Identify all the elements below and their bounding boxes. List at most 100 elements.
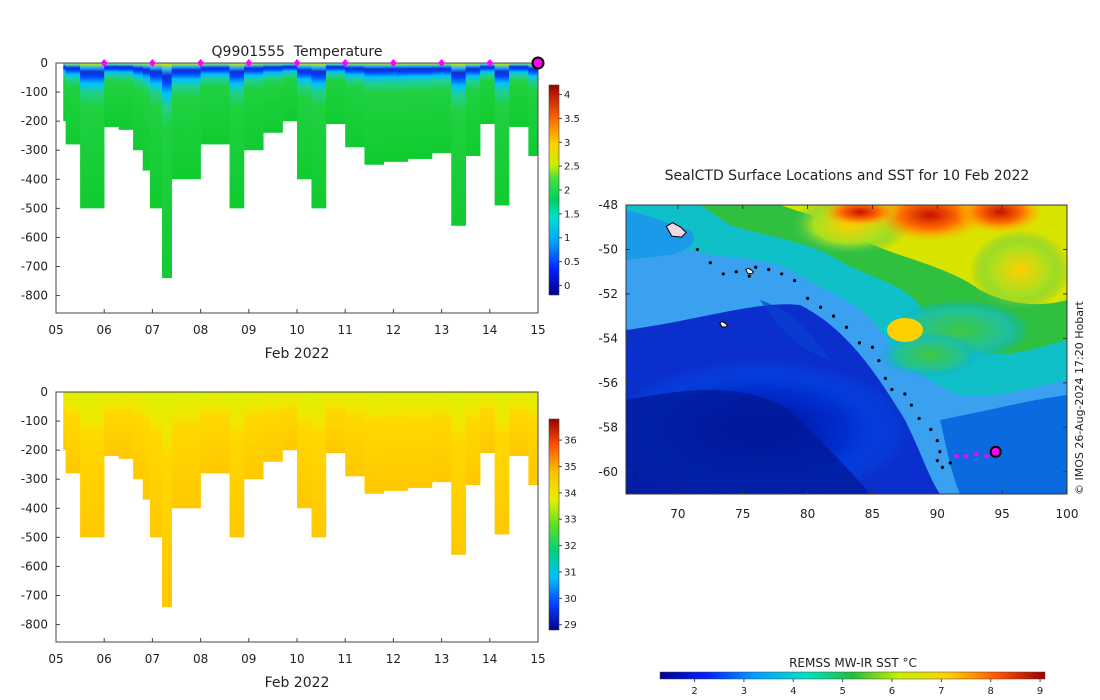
map-frame (625, 204, 1068, 495)
profile-column (65, 63, 81, 145)
temperature-y-axis: 0 -100 -200 -300 -400 -500 -600 -700 -800 (21, 56, 60, 303)
profile-column (243, 63, 264, 151)
profile-column (162, 63, 172, 279)
colorbar-tick-label: 32 (564, 541, 577, 552)
sst-field (626, 205, 1067, 494)
y-tick-label: 0 (40, 385, 48, 399)
profile-column (528, 392, 539, 486)
profile-column (407, 63, 433, 159)
surface-marker (486, 59, 494, 67)
map-title: SealCTD Surface Locations and SST for 10… (665, 168, 1030, 184)
lon-tick-label: 95 (995, 507, 1010, 521)
profile-column (345, 392, 365, 477)
x-tick-label: 12 (386, 323, 401, 337)
profile-column (215, 392, 230, 474)
x-tick-label: 12 (386, 652, 401, 666)
lon-tick-label: 90 (930, 507, 945, 521)
x-tick-label: 08 (193, 652, 208, 666)
colorbar-tick-label: 3.5 (564, 114, 580, 125)
y-tick-label: -600 (21, 230, 48, 244)
y-tick-label: -700 (21, 588, 48, 602)
sst-tick-label: 4 (790, 686, 796, 697)
profile-column (118, 63, 134, 130)
track-point (857, 341, 862, 345)
x-tick-label: 05 (48, 323, 63, 337)
profile-column (494, 63, 510, 206)
track-point (938, 450, 942, 454)
track-point (883, 376, 888, 380)
x-tick-label: 07 (145, 323, 160, 337)
colorbar-tick-label: 34 (564, 488, 577, 499)
profile-column (171, 63, 187, 180)
x-tick-label: 11 (338, 323, 353, 337)
lat-tick-label: -52 (598, 287, 618, 301)
salinity-y-axis: 0 -100 -200 -300 -400 -500 -600 -700 -800 (21, 385, 60, 632)
profile-column (200, 392, 216, 474)
track-point (780, 272, 784, 276)
track-point (805, 296, 810, 300)
profile-column (142, 63, 151, 171)
profile-column (118, 392, 134, 459)
lon-tick-label: 100 (1056, 507, 1079, 521)
surface-marker (341, 59, 349, 67)
temperature-title: Q9901555 Temperature (212, 44, 383, 60)
profile-column (243, 392, 264, 480)
profile-column (407, 392, 433, 488)
profile-column (282, 63, 298, 122)
y-tick-label: -100 (21, 414, 48, 428)
profile-column (80, 392, 105, 538)
track-point (767, 267, 771, 272)
surface-marker (197, 59, 205, 67)
track-point (909, 403, 913, 407)
y-tick-label: -500 (21, 530, 48, 544)
current-profile-marker (531, 56, 545, 70)
profile-column (364, 392, 385, 494)
profile-column (162, 392, 172, 608)
map-latitude-axis: -48 -50 -52 -54 -56 -58 -60 (598, 198, 1067, 479)
lat-tick-label: -58 (598, 420, 618, 434)
lon-tick-label: 75 (735, 507, 750, 521)
x-tick-label: 15 (530, 323, 545, 337)
salinity-colorbar-ticks: 29 30 31 32 33 34 35 36 (559, 436, 577, 631)
profile-column (480, 392, 495, 454)
profile-column (480, 63, 495, 125)
track-point (747, 274, 751, 278)
y-tick-label: -800 (21, 618, 48, 632)
colorbar-tick-label: 0 (564, 281, 570, 292)
x-tick-label: 06 (97, 323, 112, 337)
track-point (929, 427, 933, 432)
track-point (793, 278, 797, 283)
sst-colorbar-label: REMSS MW-IR SST °C (789, 656, 917, 670)
profile-column (229, 392, 245, 538)
x-tick-label: 08 (193, 323, 208, 337)
profile-column (509, 63, 529, 127)
x-tick-label: 14 (482, 652, 497, 666)
colorbar-tick-label: 31 (564, 567, 577, 578)
salinity-panel: 0 -100 -200 -300 -400 -500 -600 -700 -800 05 06 07… (21, 385, 577, 691)
y-tick-label: -700 (21, 259, 48, 273)
y-tick-label: -300 (21, 143, 48, 157)
profile-column (263, 392, 283, 462)
track-point (708, 261, 712, 265)
profile-column (215, 63, 230, 145)
colorbar-tick-label: 0.5 (564, 257, 580, 268)
x-tick-label: 07 (145, 652, 160, 666)
lat-tick-label: -60 (598, 465, 618, 479)
profile-column (494, 392, 510, 535)
profile-column (104, 63, 119, 127)
sst-tick-label: 9 (1037, 686, 1043, 697)
salinity-xlabel: Feb 2022 (265, 675, 330, 691)
land-masses (665, 222, 755, 328)
track-point (695, 247, 699, 252)
x-tick-label: 05 (48, 652, 63, 666)
profile-column (229, 63, 245, 209)
island-icon (745, 267, 755, 275)
map-longitude-axis: 70 75 80 85 90 95 100 (670, 205, 1078, 521)
colorbar-tick-label: 33 (564, 515, 577, 526)
profile-column (465, 392, 481, 486)
profile-column (142, 392, 151, 500)
colorbar-tick-label: 4 (564, 90, 570, 101)
surface-marker (293, 59, 301, 67)
temperature-colorbar-ticks: 0 0.5 1 1.5 2 2.5 3 3.5 4 (559, 90, 580, 292)
